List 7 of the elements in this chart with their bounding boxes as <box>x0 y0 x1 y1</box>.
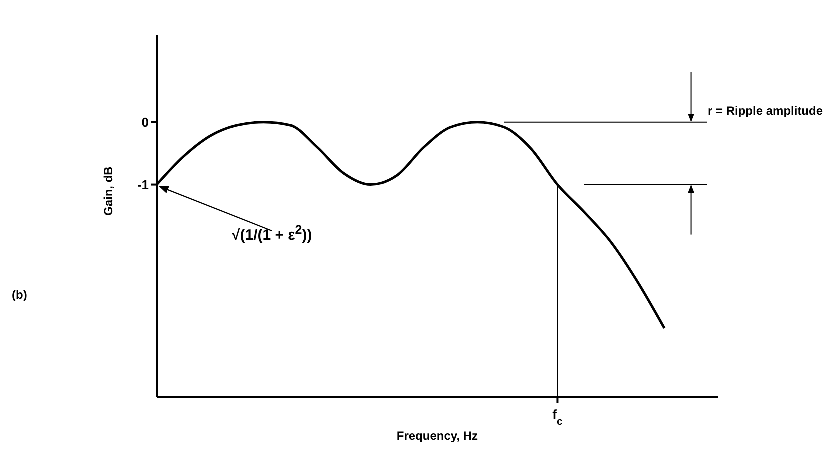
y-tick-label: -1 <box>137 177 149 192</box>
y-axis-title: Gain, dB <box>101 166 116 216</box>
x-tick-label: f$_{c}$ <box>552 407 563 428</box>
text: (b) <box>12 288 28 302</box>
annotation: r = Ripple amplitude <box>708 104 824 118</box>
y-tick-label: 0 <box>142 114 149 130</box>
annotation: √(1/(1 + ε$^{2}$)) <box>232 223 312 244</box>
